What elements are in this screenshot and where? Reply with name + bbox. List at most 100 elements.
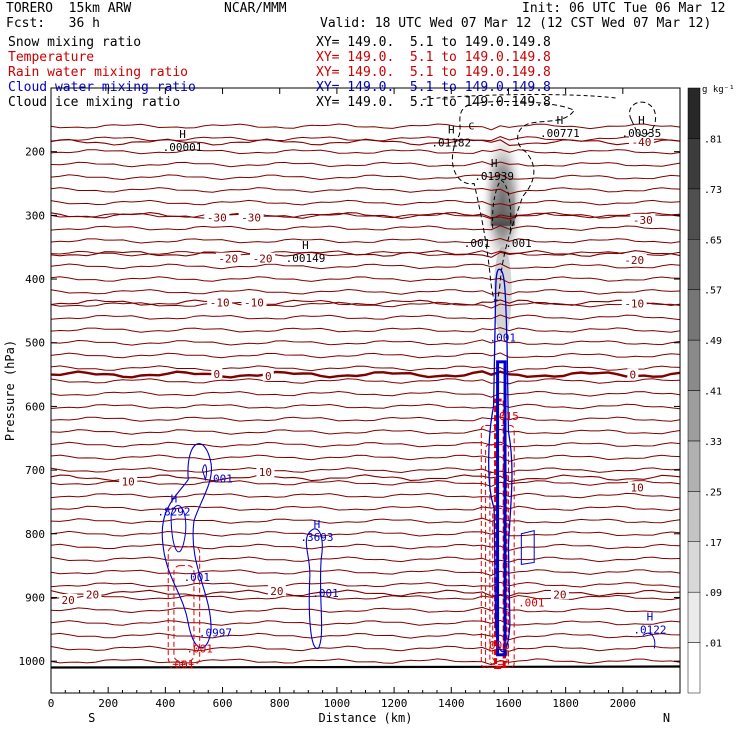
cloud-water-core (496, 360, 507, 657)
isotherm-line (50, 403, 681, 410)
field-label-temperature: Temperature (8, 50, 95, 65)
x-tick-label: 200 (98, 697, 118, 710)
colorbar-segment (687, 188, 701, 240)
high-marker: H (638, 114, 645, 127)
colorbar-label: .81 (704, 134, 722, 145)
snow-shade-top (490, 170, 515, 226)
colorbar: .01 .09 .17 .25 .33 .41 .49 .57 .65 .73 .81 g kg⁻¹ (687, 85, 735, 694)
isotherm-0 (50, 370, 681, 379)
isotherm-line (50, 632, 681, 641)
colorbar-segment (687, 591, 701, 643)
contour-label: .001 (482, 639, 509, 652)
high-value: .8292 (157, 506, 190, 519)
isotherm-line (50, 505, 681, 512)
isotherm-label-bg (630, 213, 656, 225)
isotherm--30 (50, 211, 681, 220)
colorbar-label: .73 (704, 185, 722, 196)
isotherm-line (50, 619, 681, 626)
high-value: .00771 (540, 127, 580, 140)
field-label-rain: Rain water mixing ratio (8, 65, 189, 80)
isotherm-label-bg (250, 252, 276, 264)
isotherm-line (50, 517, 681, 524)
isotherm-line (50, 594, 681, 601)
isotherm-line (50, 569, 681, 577)
high-marker: H (491, 157, 498, 170)
contour-label: .001 (464, 237, 491, 250)
isotherm-line (50, 212, 681, 220)
init-time: Init: 06 UTC Tue 06 Mar 12 (522, 1, 726, 16)
isotherm-label-bg (211, 367, 223, 379)
isotherm-line (50, 327, 681, 333)
cloud-water-contours (161, 268, 656, 657)
contour-label: .001 (505, 237, 532, 250)
y-tick-label: 200 (25, 146, 45, 159)
isotherm-label-bg (241, 296, 267, 308)
isotherm-line (50, 123, 681, 131)
x-tick-label: 1000 (324, 697, 351, 710)
high-value: .01182 (431, 136, 471, 149)
cloud-ice-contours (422, 94, 657, 302)
high-marker: H (302, 239, 309, 252)
y-tick-label: 700 (25, 464, 45, 477)
colorbar-segment (687, 339, 701, 391)
x-tick-label: 1400 (438, 697, 465, 710)
colorbar-segment (687, 491, 701, 543)
axes: 0 200 400 600 800 1000 1200 1400 1600 1800 2000200… (3, 87, 681, 725)
isotherm-label-bg (119, 475, 138, 487)
isotherm-label: 20 (553, 588, 566, 601)
isotherm-line (50, 467, 681, 474)
high-marker: H (314, 518, 321, 531)
x-tick-label: 1800 (552, 697, 579, 710)
isotherm-label-bg (256, 466, 275, 478)
isotherm-line (50, 390, 681, 398)
isotherm-label-bg (262, 369, 274, 381)
valid-time: Valid: 18 UTC Wed 07 Mar 12 (12 CST Wed … (320, 16, 712, 31)
cloud-ice-contour-right (629, 101, 657, 136)
colorbar-label: .33 (704, 437, 722, 448)
isotherm-line (50, 148, 681, 155)
surface-line (50, 665, 681, 669)
high-value: .0122 (633, 624, 666, 637)
isotherm-label: -10 (624, 297, 644, 310)
isotherm-label-bg (621, 297, 647, 309)
colorbar-label: .01 (704, 639, 722, 650)
cloud-ice-contour-main (452, 100, 575, 302)
colorbar-label: .25 (704, 487, 722, 498)
center-title: NCAR/MMM (224, 1, 287, 16)
contour-label: .0997 (199, 627, 232, 640)
y-tick-label: 400 (25, 273, 45, 286)
xy-temperature: XY= 149.0. 5.1 to 149.0.149.8 (316, 50, 551, 65)
isotherm-label-bg (628, 136, 654, 148)
isotherm-label: -10 (244, 297, 264, 310)
south-label: S (88, 711, 95, 725)
isotherm-label-bg (238, 211, 264, 223)
y-tick-label: 300 (25, 209, 45, 222)
isotherm-line (50, 606, 681, 614)
x-tick-label: 1200 (381, 697, 408, 710)
isotherm--20 (50, 250, 681, 258)
cloud-ice-contour-top (422, 94, 618, 100)
isotherm-label: -20 (624, 254, 644, 267)
isotherm-20 (50, 589, 681, 597)
contour-label: .001 (184, 571, 211, 584)
isotherm-line (50, 645, 681, 652)
x-axis-label: Distance (km) (319, 711, 413, 725)
isotherm-line (50, 365, 681, 373)
cloud-water-contour-left (161, 443, 212, 649)
colorbar-segment (687, 138, 701, 190)
isotherm-label-bg (627, 368, 639, 380)
xy-rain: XY= 149.0. 5.1 to 149.0.149.8 (316, 65, 551, 80)
xy-cloud-ice: XY= 149.0. 5.1 to 149.0.149.8 (316, 95, 551, 110)
isotherm-line (50, 428, 681, 435)
isotherm-label-bg (204, 211, 230, 223)
isotherm-label: 20 (86, 588, 99, 601)
isotherm-label: 10 (630, 481, 643, 494)
high-value: .3693 (300, 531, 333, 544)
high-value: .00149 (286, 252, 326, 265)
isotherm-line (50, 237, 681, 244)
field-label-snow: Snow mixing ratio (8, 35, 142, 50)
isotherm-line (50, 480, 681, 487)
isotherm-label: 20 (62, 594, 75, 607)
high-marker: H (647, 611, 654, 624)
rain-contour-left (173, 565, 195, 662)
